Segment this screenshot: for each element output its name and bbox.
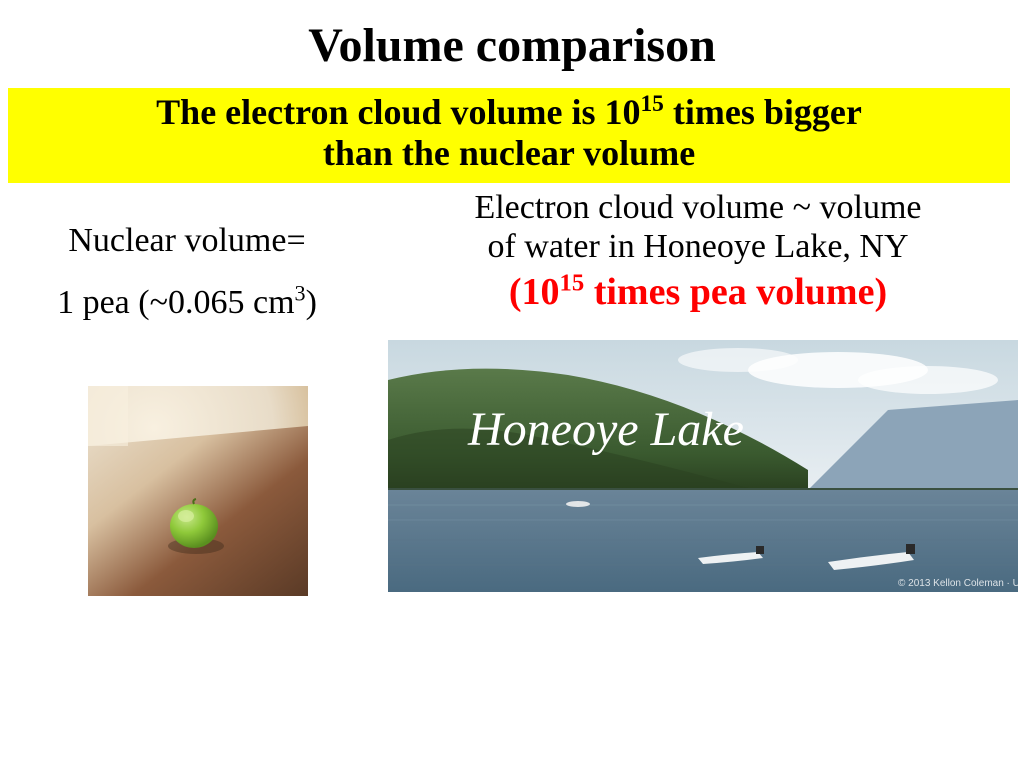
banner-line2: than the nuclear volume (323, 133, 695, 173)
pea-post: ) (306, 284, 317, 321)
mult-post: times pea volume) (584, 271, 887, 313)
pea-volume-label: 1 pea (~0.065 cm3) (12, 284, 362, 322)
pea-multiple-label: (1015 times pea volume) (378, 270, 1018, 314)
left-column: Nuclear volume= 1 pea (~0.065 cm3) (12, 222, 362, 322)
slide-title: Volume comparison (0, 18, 1024, 73)
lake-credit: © 2013 Kellon Coleman · UFall.com (898, 578, 1018, 589)
lake-illustration: Honeoye Lake © 2013 Kellon Coleman · UFa… (388, 340, 1018, 592)
lake-caption: Honeoye Lake (467, 403, 744, 456)
banner-line1-pre: The electron cloud volume is 10 (156, 92, 640, 132)
electron-cloud-label: Electron cloud volume ~ volume of water … (378, 188, 1018, 266)
pea-illustration (88, 386, 308, 596)
right-column: Electron cloud volume ~ volume of water … (378, 188, 1018, 314)
mult-sup: 15 (560, 270, 585, 297)
pea-sup: 3 (295, 281, 306, 306)
mult-pre: (10 (509, 271, 560, 313)
ec-line-b: of water in Honeoye Lake, NY (487, 228, 908, 265)
highlight-banner: The electron cloud volume is 1015 times … (8, 88, 1010, 183)
nuclear-volume-label: Nuclear volume= (12, 222, 362, 260)
ec-line-a: Electron cloud volume ~ volume (474, 189, 921, 226)
banner-line1-sup: 15 (640, 91, 663, 117)
banner-line1-post: times bigger (664, 92, 862, 132)
pea-pre: 1 pea (~0.065 cm (57, 284, 294, 321)
